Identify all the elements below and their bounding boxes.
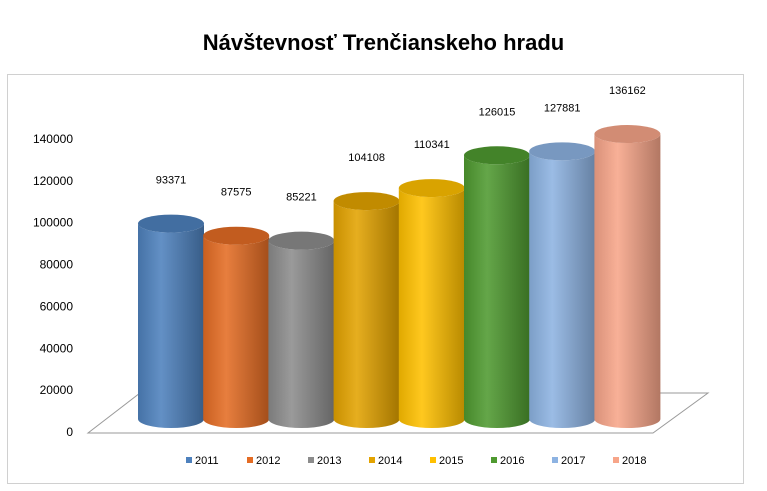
legend-item-2018: 2018 — [613, 455, 646, 467]
y-tick-label: 0 — [66, 425, 73, 439]
legend-swatch — [430, 457, 436, 463]
legend-label: 2017 — [561, 455, 585, 467]
chart-area-frame — [7, 74, 744, 484]
bar-2014 — [333, 201, 400, 428]
legend-label: 2018 — [622, 455, 646, 467]
bar-top-2016 — [464, 146, 530, 165]
legend-swatch — [552, 457, 558, 463]
legend-label: 2013 — [317, 455, 341, 467]
legend-swatch — [491, 457, 497, 463]
data-label-2015: 110341 — [414, 139, 450, 151]
data-label-2018: 136162 — [609, 85, 646, 97]
legend-item-2015: 2015 — [430, 455, 463, 467]
bar-2012 — [203, 235, 270, 428]
bar-2013 — [268, 240, 335, 428]
bar-top-2017 — [529, 142, 596, 161]
bar-top-2011 — [138, 214, 204, 233]
bar-2017 — [529, 151, 596, 428]
y-tick-label: 60000 — [40, 299, 74, 313]
bar-2016 — [464, 155, 530, 428]
y-tick-label: 140000 — [33, 132, 73, 146]
bar-2015 — [398, 188, 465, 428]
data-label-2012: 87575 — [221, 187, 252, 199]
y-tick-label: 100000 — [33, 216, 73, 230]
bar-2018 — [594, 134, 661, 428]
legend-label: 2011 — [195, 455, 219, 467]
bar-top-2015 — [398, 179, 465, 198]
legend-label: 2014 — [378, 455, 402, 467]
legend-item-2011: 2011 — [186, 455, 219, 467]
data-label-2011: 93371 — [156, 175, 187, 187]
chart-title: Návštevnosť Trenčianskeho hradu — [202, 30, 565, 55]
bar-top-2018 — [594, 125, 661, 144]
legend-swatch — [613, 457, 619, 463]
legend-label: 2012 — [256, 455, 280, 467]
legend-swatch — [308, 457, 314, 463]
bar-top-2013 — [268, 231, 335, 250]
y-tick-label: 20000 — [40, 383, 74, 397]
legend-swatch — [369, 457, 375, 463]
legend-item-2017: 2017 — [552, 455, 585, 467]
legend-swatch — [186, 457, 192, 463]
data-label-2017: 127881 — [544, 102, 581, 114]
legend-label: 2015 — [439, 455, 463, 467]
y-tick-label: 40000 — [40, 341, 74, 355]
bar-top-2014 — [333, 192, 400, 211]
legend-item-2014: 2014 — [369, 455, 402, 467]
legend-item-2012: 2012 — [247, 455, 280, 467]
bar-2011 — [138, 223, 204, 428]
y-tick-label: 80000 — [40, 258, 74, 272]
legend-item-2013: 2013 — [308, 455, 341, 467]
bar-top-2012 — [203, 226, 270, 245]
data-label-2014: 104108 — [348, 152, 385, 164]
legend-swatch — [247, 457, 253, 463]
data-label-2016: 126015 — [479, 106, 516, 118]
data-label-2013: 85221 — [286, 192, 317, 204]
legend-item-2016: 2016 — [491, 455, 524, 467]
y-tick-label: 120000 — [33, 174, 73, 188]
legend-label: 2016 — [500, 455, 524, 467]
